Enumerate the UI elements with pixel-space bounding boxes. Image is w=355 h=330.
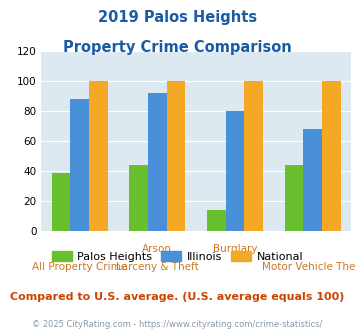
Bar bbox=[285, 165, 303, 231]
Text: 2019 Palos Heights: 2019 Palos Heights bbox=[98, 10, 257, 25]
Bar bbox=[322, 81, 340, 231]
Text: © 2025 CityRating.com - https://www.cityrating.com/crime-statistics/: © 2025 CityRating.com - https://www.city… bbox=[32, 320, 323, 329]
Bar bbox=[226, 111, 244, 231]
Bar bbox=[52, 173, 70, 231]
Text: All Property Crime: All Property Crime bbox=[32, 262, 127, 272]
Text: Property Crime Comparison: Property Crime Comparison bbox=[63, 40, 292, 54]
Bar bbox=[129, 165, 148, 231]
Bar bbox=[70, 99, 89, 231]
Bar bbox=[89, 81, 108, 231]
Bar bbox=[303, 129, 322, 231]
Text: Burglary: Burglary bbox=[213, 244, 257, 254]
Bar bbox=[244, 81, 263, 231]
Bar bbox=[207, 210, 226, 231]
Text: Motor Vehicle Theft: Motor Vehicle Theft bbox=[262, 262, 355, 272]
Bar bbox=[166, 81, 185, 231]
Bar bbox=[148, 93, 166, 231]
Text: Larceny & Theft: Larceny & Theft bbox=[116, 262, 199, 272]
Text: Arson: Arson bbox=[142, 244, 172, 254]
Text: Compared to U.S. average. (U.S. average equals 100): Compared to U.S. average. (U.S. average … bbox=[10, 292, 345, 302]
Legend: Palos Heights, Illinois, National: Palos Heights, Illinois, National bbox=[47, 247, 308, 267]
